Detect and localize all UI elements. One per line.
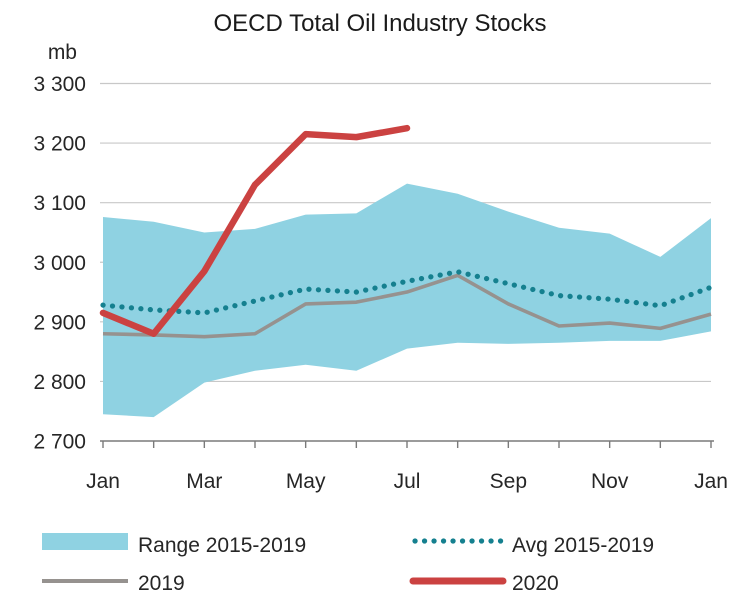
x-tick-label: Jan <box>694 470 728 493</box>
y-tick-label: 3 100 <box>33 192 86 215</box>
y-axis-labels: 3 300 3 200 3 100 3 000 2 900 2 800 2 700 <box>33 73 86 454</box>
legend-2019-label: 2019 <box>138 572 185 595</box>
y-tick-label: 2 800 <box>33 371 86 394</box>
range-band-area <box>103 183 711 418</box>
chart-title: OECD Total Oil Industry Stocks <box>214 10 547 37</box>
x-tick-label: Sep <box>490 470 527 493</box>
legend-range-label: Range 2015-2019 <box>138 534 306 557</box>
legend: Range 2015-2019 Avg 2015-2019 2019 2020 <box>42 533 654 595</box>
legend-2020-label: 2020 <box>512 572 559 595</box>
line-2020 <box>99 124 411 337</box>
x-axis <box>100 440 714 448</box>
x-tick-label: Jan <box>86 470 120 493</box>
y-tick-label: 2 900 <box>33 311 86 334</box>
y-tick-label: 2 700 <box>33 431 86 454</box>
y-tick-label: 3 000 <box>33 252 86 275</box>
y-axis-unit-label: mb <box>48 41 77 64</box>
x-tick-label: May <box>286 470 326 493</box>
x-axis-labels: Jan Mar May Jul Sep Nov Jan <box>86 470 728 493</box>
y-tick-label: 3 200 <box>33 133 86 156</box>
line-2019 <box>102 273 712 339</box>
avg-2015-2019-line <box>100 269 714 316</box>
x-tick-label: Mar <box>186 470 222 493</box>
x-tick-label: Jul <box>394 470 421 493</box>
x-tick-label: Nov <box>591 470 629 493</box>
legend-range-swatch <box>42 533 128 550</box>
legend-avg-label: Avg 2015-2019 <box>512 534 654 557</box>
y-tick-label: 3 300 <box>33 73 86 96</box>
